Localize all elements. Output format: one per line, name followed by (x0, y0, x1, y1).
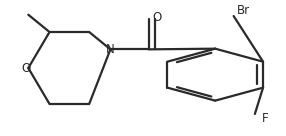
Text: N: N (106, 43, 115, 56)
Text: O: O (152, 11, 162, 24)
Text: O: O (21, 61, 31, 75)
Text: Br: Br (237, 4, 250, 17)
Text: F: F (261, 112, 268, 125)
